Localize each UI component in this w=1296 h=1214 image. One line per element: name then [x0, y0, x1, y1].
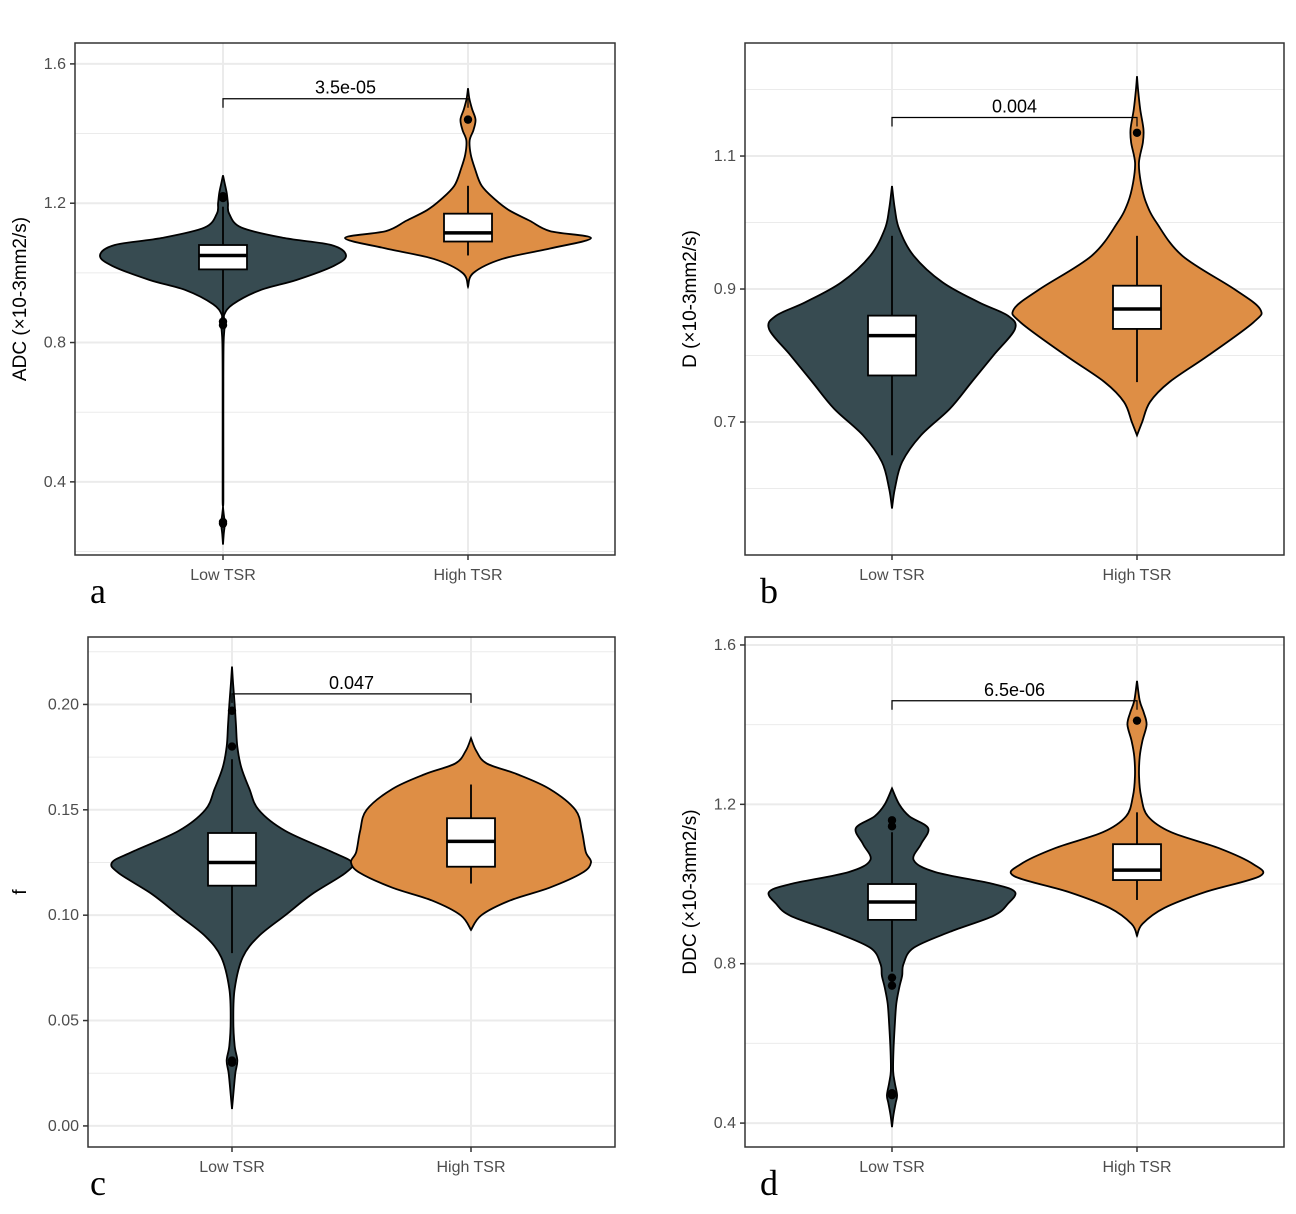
y-axis-title: ADC (×10-3mm2/s) [10, 217, 31, 381]
y-tick-label: 1.2 [44, 195, 66, 212]
panel-background [75, 43, 615, 555]
outlier-point [227, 706, 237, 715]
y-tick-label: 0.15 [48, 802, 79, 819]
outlier-point [218, 320, 228, 330]
panel-d: 6.5e-06 0.4 0.8 1.2 1.6 Low TSR High TSR DDC (×… [680, 636, 1285, 1203]
outlier-point [887, 816, 897, 825]
violin-low-tsr [99, 175, 347, 545]
x-tick-label: Low TSR [199, 1159, 265, 1176]
box-high-tsr [443, 212, 493, 243]
y-tick-label: 0.7 [714, 414, 736, 431]
y-tick-label: 1.6 [44, 56, 66, 73]
comparison-bracket [231, 693, 472, 703]
y-tick-label: 0.8 [44, 335, 66, 352]
panel-b: 0.004 0.7 0.9 1.1 Low TSR High TSR D (×10-3mm2… [680, 42, 1285, 611]
x-tick-label: High TSR [433, 567, 502, 584]
outlier-point [227, 1058, 237, 1067]
x-tick-label: High TSR [1102, 567, 1171, 584]
panel-c: 0.047 0.00 0.05 0.10 0.15 0.20 Low TSR High TSR… [10, 636, 616, 1203]
outlier-point [463, 115, 473, 124]
x-tick-label: High TSR [436, 1159, 505, 1176]
y-tick-label: 0.9 [714, 281, 736, 298]
comparison-bracket [891, 700, 1138, 710]
outlier-point [887, 973, 897, 982]
p-value-label: 6.5e-06 [984, 680, 1045, 700]
x-tick-label: Low TSR [190, 567, 256, 584]
x-tick-label: High TSR [1102, 1159, 1171, 1176]
panel-a: 3.5e-05 0.4 0.8 1.2 1.6 Low TSR High TSR ADC (×… [10, 42, 616, 611]
outlier-point [218, 193, 228, 203]
panel-letter: a [90, 571, 106, 611]
panel-letter: d [760, 1163, 778, 1203]
box-high-tsr [1112, 843, 1162, 881]
comparison-bracket [222, 98, 469, 108]
panel-letter: c [90, 1163, 106, 1203]
y-tick-label: 0.10 [48, 907, 79, 924]
panel-border [744, 636, 1285, 1148]
y-tick-label: 1.2 [714, 796, 736, 813]
outlier-point [218, 519, 228, 528]
comparison-bracket [891, 116, 1138, 127]
y-tick-label: 0.4 [714, 1115, 736, 1132]
p-value-label: 0.047 [329, 673, 374, 693]
panel-border [74, 42, 616, 556]
y-axis-title: f [10, 889, 31, 895]
y-tick-label: 0.20 [48, 696, 79, 713]
y-tick-label: 0.8 [714, 956, 736, 973]
y-tick-label: 1.6 [714, 637, 736, 654]
panel-border [87, 636, 616, 1148]
outlier-point [227, 742, 237, 751]
y-tick-label: 0.4 [44, 474, 66, 491]
outlier-point [1132, 128, 1142, 137]
box-low-tsr [207, 832, 257, 887]
p-value-label: 3.5e-05 [315, 78, 376, 98]
y-tick-label: 1.1 [714, 148, 736, 165]
outlier-point [1132, 716, 1142, 725]
outlier-point [887, 981, 897, 990]
y-tick-label: 0.00 [48, 1118, 79, 1135]
p-value-label: 0.004 [992, 96, 1037, 116]
y-tick-label: 0.05 [48, 1013, 79, 1030]
panel-letter: b [760, 571, 778, 611]
panel-border [744, 42, 1285, 556]
violin-high-tsr [1009, 680, 1265, 938]
x-tick-label: Low TSR [859, 567, 925, 584]
y-axis-title: D (×10-3mm2/s) [680, 230, 701, 368]
outlier-point [887, 1091, 897, 1100]
outlier-point [887, 822, 897, 831]
box-low-tsr [867, 314, 917, 377]
x-tick-label: Low TSR [859, 1159, 925, 1176]
y-axis-title: DDC (×10-3mm2/s) [680, 809, 701, 974]
